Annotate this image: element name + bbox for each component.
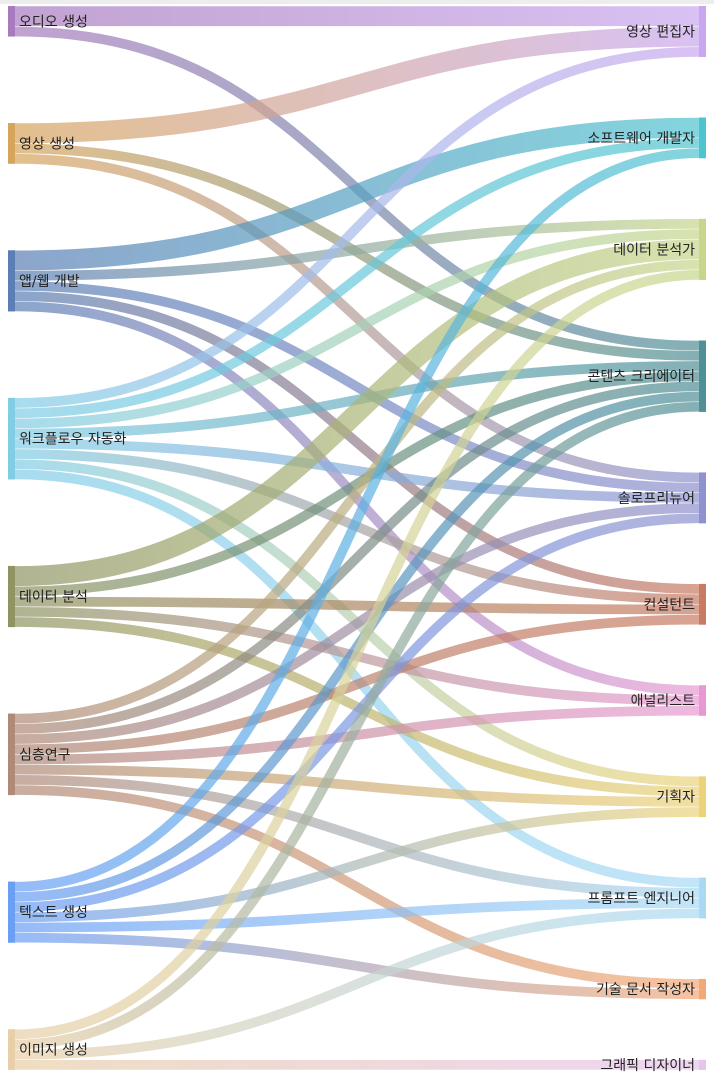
source-node-label: 영상 생성 <box>19 136 75 152</box>
sankey-link <box>14 785 700 989</box>
sankey-link <box>14 219 700 281</box>
target-node-label: 프롬프트 엔지니어 <box>588 891 696 907</box>
source-node-label: 텍스트 생성 <box>19 905 88 921</box>
sankey-link <box>14 469 700 888</box>
source-node <box>8 250 15 312</box>
source-node-label: 이미지 생성 <box>19 1043 88 1059</box>
source-node-label: 데이터 분석 <box>19 590 88 606</box>
sankey-link <box>14 401 700 1050</box>
target-node <box>699 6 706 57</box>
target-node-label: 기술 문서 작성자 <box>596 982 695 998</box>
sankey-link <box>14 239 700 587</box>
sankey-link <box>14 503 700 744</box>
target-node-label: 영상 편집자 <box>626 25 695 41</box>
sankey-link <box>14 291 700 594</box>
source-node <box>8 1029 15 1070</box>
source-node-label: 심층연구 <box>19 747 71 763</box>
source-node <box>8 397 15 480</box>
target-node <box>699 218 706 280</box>
sankey-link <box>14 438 700 503</box>
target-node-label: 데이터 분석가 <box>613 242 695 258</box>
target-node <box>699 583 706 625</box>
top-scroll-strip <box>0 0 714 4</box>
target-node <box>699 117 706 159</box>
target-node-label: 그래픽 디자이너 <box>600 1058 695 1074</box>
sankey-link <box>14 148 700 892</box>
sankey-link <box>14 807 700 923</box>
target-node-label: 솔로프리뉴어 <box>618 491 695 507</box>
sankey-link <box>14 898 700 933</box>
sankey-link <box>14 270 700 1040</box>
target-node <box>699 776 706 818</box>
sankey-link <box>14 774 700 898</box>
target-node-label: 콘텐츠 크리에이터 <box>588 369 696 385</box>
target-node <box>699 877 706 919</box>
target-node-label: 애널리스트 <box>631 694 696 710</box>
sankey-link <box>14 614 700 755</box>
target-node <box>699 472 706 524</box>
source-node-label: 오디오 생성 <box>19 14 88 30</box>
source-node <box>8 881 15 943</box>
sankey-link <box>14 47 700 408</box>
sankey-link <box>14 932 700 1000</box>
sankey-link <box>14 908 700 1060</box>
target-node-label: 소프트웨어 개발자 <box>588 131 696 147</box>
sankey-link <box>14 513 700 912</box>
sankey-link <box>14 153 700 483</box>
source-node-label: 앱/웹 개발 <box>19 274 80 290</box>
target-node <box>699 1059 706 1070</box>
sankey-link <box>14 281 700 493</box>
source-node-label: 워크플로우 자동화 <box>19 432 127 448</box>
sankey-link <box>14 381 700 734</box>
source-node <box>8 123 15 164</box>
target-node <box>699 978 706 1000</box>
sankey-link <box>14 764 700 807</box>
sankey-link <box>14 117 700 271</box>
sankey-link <box>14 259 700 724</box>
sankey-link <box>14 596 700 615</box>
target-node <box>699 685 706 716</box>
links-layer <box>14 6 700 1070</box>
sankey-link <box>14 26 700 144</box>
source-node <box>8 713 15 796</box>
source-node <box>8 6 15 37</box>
sankey-link <box>14 138 700 419</box>
sankey-link <box>14 229 700 429</box>
nodes-layer <box>8 6 706 1070</box>
target-node-label: 컨설턴트 <box>643 597 695 613</box>
target-node-label: 기획자 <box>656 790 695 806</box>
target-node <box>699 340 706 412</box>
source-node <box>8 565 15 628</box>
